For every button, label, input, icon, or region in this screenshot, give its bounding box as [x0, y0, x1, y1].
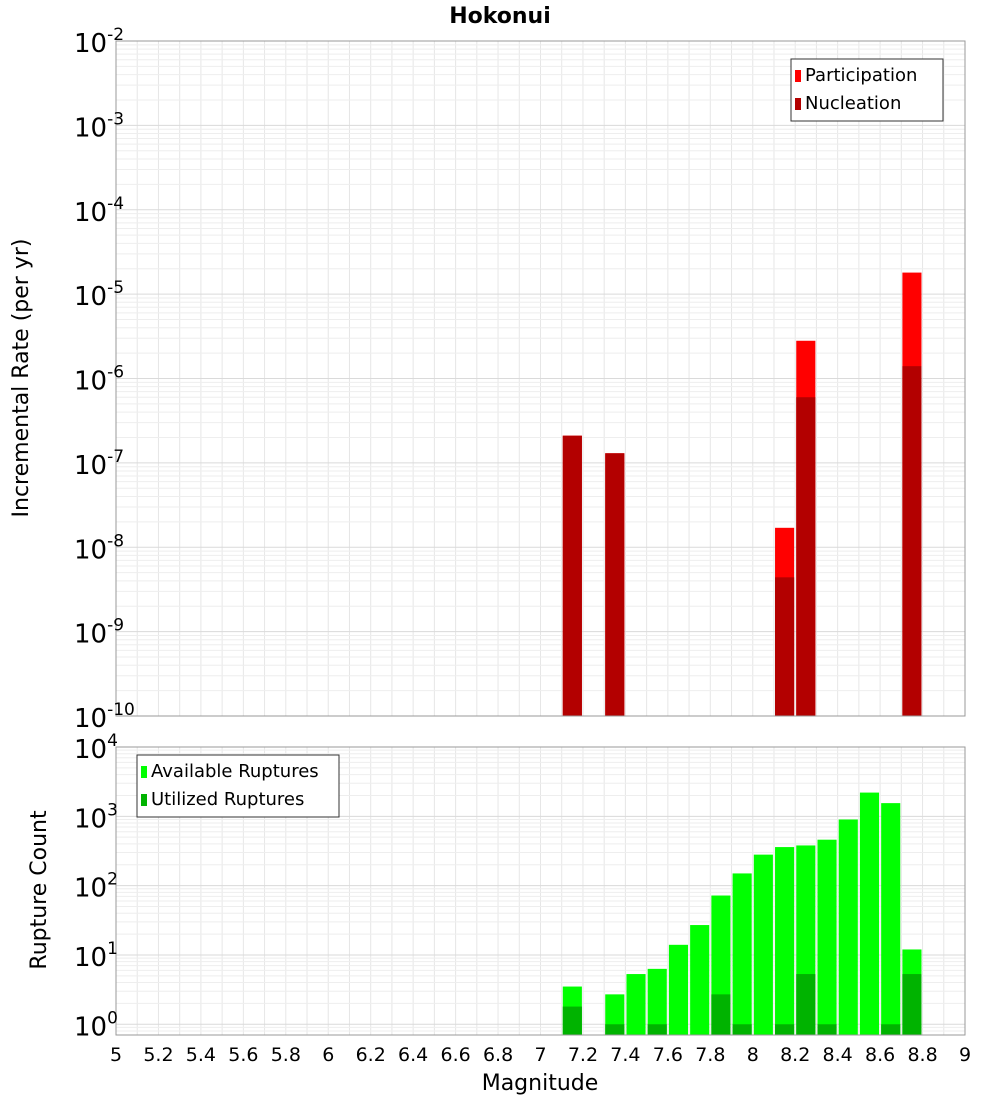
bottom-legend: Available Ruptures Utilized Ruptures — [136, 754, 340, 818]
bottom-plot-frame — [115, 746, 966, 1036]
bottom-legend-box — [136, 754, 340, 818]
bottom-bar-available-ruptures — [859, 792, 880, 1035]
top-legend-label: Participation — [805, 65, 917, 86]
top-legend: Participation Nucleation — [790, 58, 944, 122]
bottom-bar-utilized-ruptures — [796, 974, 816, 1035]
x-tick-label: 8.2 — [780, 1044, 810, 1066]
bottom-y-tick-label: 104 — [74, 731, 118, 765]
x-tick-label: 9 — [959, 1044, 971, 1066]
top-y-tick-label: 10-8 — [74, 531, 124, 565]
top-bar-nucleation — [775, 577, 795, 716]
bottom-bar-available-ruptures — [881, 803, 901, 1035]
top-bar-nucleation — [605, 453, 625, 716]
top-series-1 — [562, 366, 922, 716]
x-tick-label: 6 — [322, 1044, 334, 1066]
bottom-bar-available-ruptures — [753, 854, 773, 1035]
x-tick-label: 6.8 — [483, 1044, 513, 1066]
x-tick-label: 7.2 — [568, 1044, 598, 1066]
bottom-bar-utilized-ruptures — [711, 994, 731, 1035]
x-tick-label: 7.4 — [610, 1044, 640, 1066]
bottom-y-tick-label: 102 — [74, 870, 118, 904]
top-legend-box — [790, 58, 944, 122]
top-y-tick-label: 10-5 — [74, 278, 124, 312]
x-tick-label: 8.6 — [865, 1044, 895, 1066]
bottom-legend-swatch — [141, 794, 147, 806]
bottom-bar-utilized-ruptures — [817, 1024, 837, 1035]
top-legend-swatch — [795, 98, 801, 110]
x-tick-label: 5.4 — [186, 1044, 216, 1066]
bottom-bar-utilized-ruptures — [902, 974, 922, 1035]
top-y-tick-label: 10-4 — [74, 194, 124, 228]
bottom-series-1 — [562, 974, 922, 1035]
x-tick-label: 8.4 — [823, 1044, 853, 1066]
x-tick-label: 8 — [747, 1044, 759, 1066]
bottom-bar-available-ruptures — [690, 925, 710, 1035]
top-bar-nucleation — [796, 397, 816, 716]
x-tick-label: 7.8 — [695, 1044, 725, 1066]
bottom-bar-available-ruptures — [775, 847, 795, 1035]
x-tick-label: 7 — [534, 1044, 546, 1066]
bottom-bar-utilized-ruptures — [732, 1024, 752, 1035]
x-axis-label: Magnitude — [482, 1071, 599, 1096]
bottom-bar-available-ruptures — [817, 839, 837, 1035]
chart-title: Hokonui — [449, 4, 551, 29]
bottom-legend-swatch — [141, 766, 147, 778]
bottom-y-axis-label: Rupture Count — [27, 810, 52, 970]
top-legend-label: Nucleation — [805, 93, 901, 114]
bottom-legend-label: Available Ruptures — [151, 761, 319, 782]
bottom-bar-available-ruptures — [626, 974, 646, 1035]
x-tick-label: 5.2 — [143, 1044, 173, 1066]
bottom-bar-available-ruptures — [838, 819, 858, 1035]
bottom-bar-utilized-ruptures — [881, 1024, 901, 1035]
x-tick-label: 5.6 — [228, 1044, 258, 1066]
top-y-tick-label: 10-7 — [74, 447, 124, 481]
top-bar-nucleation — [562, 435, 582, 716]
bottom-y-tick-label: 101 — [74, 939, 118, 973]
x-tick-label: 5.8 — [271, 1044, 301, 1066]
bottom-bar-available-ruptures — [647, 968, 667, 1035]
x-tick-label: 6.4 — [398, 1044, 428, 1066]
bottom-bar-utilized-ruptures — [775, 1024, 795, 1035]
top-y-tick-label: 10-2 — [74, 25, 124, 59]
top-gridlines — [115, 41, 966, 717]
top-plot-frame — [115, 40, 966, 717]
top-bar-nucleation — [902, 366, 922, 716]
top-legend-swatch — [795, 70, 801, 82]
top-panel: 10-10 10-9 10-8 10-7 10-6 10-5 10-4 10-3 10-2 Par… — [74, 25, 966, 734]
x-tick-label: 6.6 — [440, 1044, 470, 1066]
x-tick-label: 6.2 — [356, 1044, 386, 1066]
bottom-panel: 100 101 102 103 104 Available Ruptures Utilize… — [74, 731, 971, 1066]
top-y-tick-label: 10-6 — [74, 363, 124, 397]
top-y-tick-label: 10-3 — [74, 109, 124, 143]
bottom-bar-available-ruptures — [732, 873, 752, 1035]
bottom-bar-utilized-ruptures — [562, 1006, 582, 1035]
bottom-bar-utilized-ruptures — [605, 1024, 625, 1035]
x-tick-label: 7.6 — [653, 1044, 683, 1066]
bottom-legend-label: Utilized Ruptures — [151, 789, 304, 810]
bottom-bar-available-ruptures — [668, 944, 689, 1035]
bottom-y-tick-label: 100 — [74, 1008, 118, 1042]
top-y-tick-label: 10-10 — [74, 700, 135, 734]
x-tick-label: 5 — [110, 1044, 122, 1066]
bottom-bar-utilized-ruptures — [647, 1024, 667, 1035]
top-y-tick-label: 10-9 — [74, 616, 124, 650]
bottom-y-tick-label: 103 — [74, 800, 118, 834]
x-tick-label: 8.8 — [907, 1044, 937, 1066]
top-y-axis-label: Incremental Rate (per yr) — [9, 239, 34, 518]
